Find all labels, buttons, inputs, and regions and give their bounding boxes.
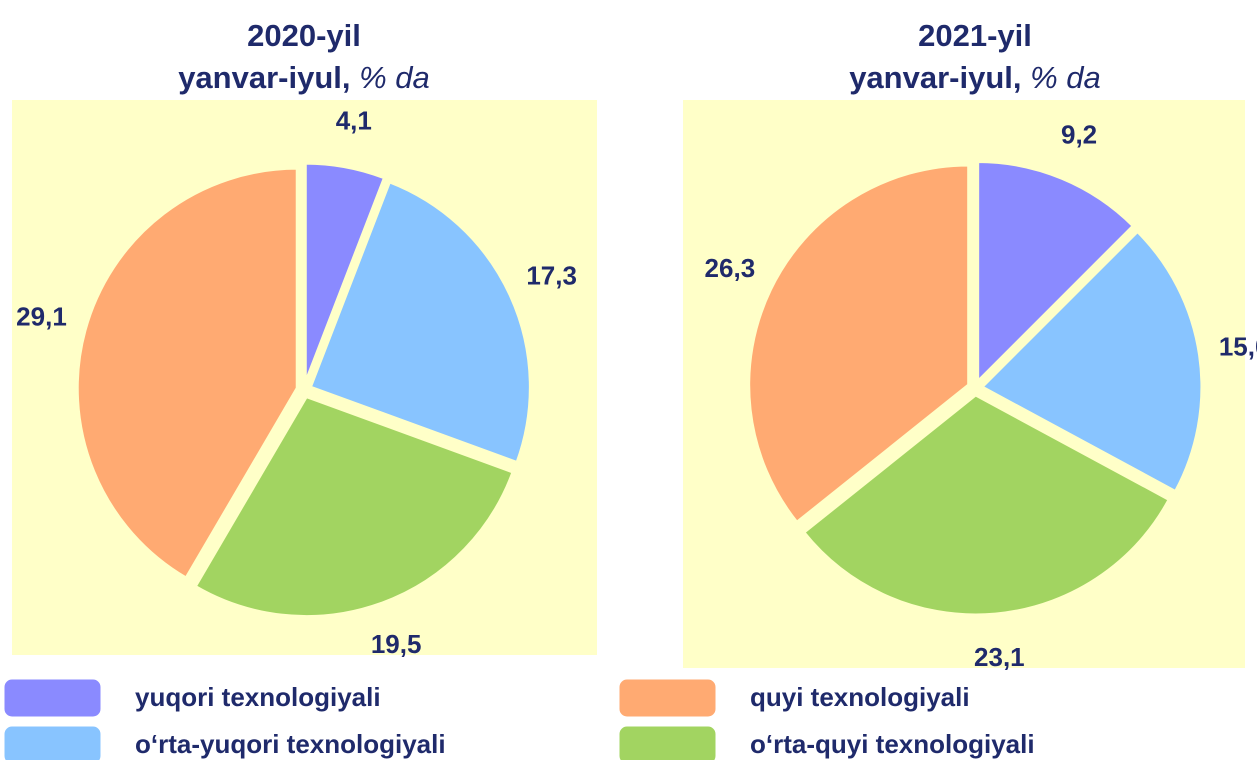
data-label: 4,1 (336, 105, 372, 135)
pie-slice (193, 394, 515, 619)
legend-swatch (619, 679, 716, 717)
pie-slice (308, 179, 532, 465)
legend-label: o‘rta-quyi texnologiyali (750, 729, 1035, 759)
subtitle: yanvar-iyul, (178, 60, 350, 95)
legend-swatch (619, 726, 716, 760)
pie-slice (747, 163, 971, 525)
legend-label: o‘rta-yuqori texnologiyali (135, 729, 446, 759)
pie-slice (979, 229, 1204, 494)
data-label: 17,3 (526, 260, 577, 290)
legend-swatch (4, 726, 101, 760)
chart-subtitle: yanvar-iyul, % da (178, 60, 430, 95)
pie-slice (801, 393, 1172, 617)
data-label: 19,5 (371, 629, 422, 659)
data-label: 15,0 (1219, 332, 1257, 362)
unit: % da (359, 60, 430, 95)
pie-slice (75, 166, 299, 581)
data-label: 23,1 (974, 642, 1025, 672)
subtitle: yanvar-iyul, (849, 60, 1021, 95)
legend-label: quyi texnologiyali (750, 682, 970, 712)
legend-swatch (4, 679, 101, 717)
unit: % da (1030, 60, 1101, 95)
data-label: 26,3 (705, 253, 756, 283)
chart-subtitle: yanvar-iyul, % da (849, 60, 1101, 95)
chart-title: 2020-yil (247, 18, 361, 53)
data-label: 9,2 (1061, 120, 1097, 150)
pie-slice (976, 160, 1136, 386)
chart-title: 2021-yil (918, 18, 1032, 53)
pie-slice (303, 161, 387, 384)
data-label: 29,1 (16, 302, 67, 332)
legend-label: yuqori texnologiyali (135, 682, 381, 712)
